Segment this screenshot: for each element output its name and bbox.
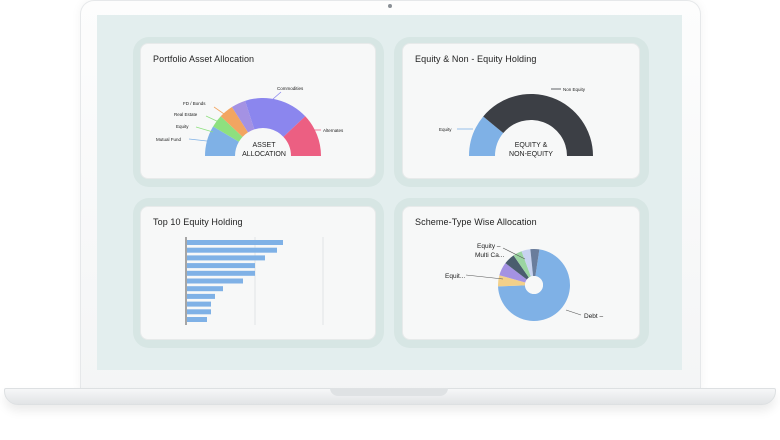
equity-bar-1[interactable] (187, 247, 277, 253)
asset-center-label-2: ALLOCATION (242, 151, 286, 158)
asset-slice-5[interactable] (283, 116, 321, 156)
top-equity-card[interactable]: Top 10 Equity Holding (140, 206, 376, 340)
scheme-slice-3[interactable] (505, 255, 529, 280)
equity-bar-4[interactable] (187, 270, 255, 276)
equity-bar-2[interactable] (187, 255, 265, 261)
equity-non-equity-card[interactable]: Equity & Non - Equity Holding EQUITY & N… (402, 43, 640, 179)
scheme-slice-1[interactable] (498, 275, 526, 287)
scheme-type-chart: Equity – Multi Ca... Equit... Debt – (445, 243, 604, 321)
equity-bar-9[interactable] (187, 309, 211, 315)
label-non-equity: Non Equity (563, 87, 586, 92)
legend-mutual-fund: Mutual Fund (156, 137, 182, 142)
equity-slice-0[interactable] (469, 116, 504, 156)
laptop-notch (330, 388, 448, 396)
scheme-slice-4[interactable] (513, 251, 531, 278)
label-equity-multi-1: Equity – (477, 243, 501, 250)
asset-allocation-card[interactable]: Portfolio Asset Allocation ASSET ALLOCAT… (140, 43, 376, 179)
scheme-slice-0[interactable] (498, 249, 570, 321)
scheme-slice-6[interactable] (530, 249, 540, 277)
asset-center-label-1: ASSET (253, 142, 277, 149)
scheme-slice-2[interactable] (499, 263, 527, 283)
equity-bar-7[interactable] (187, 293, 215, 299)
scheme-slice-5[interactable] (521, 249, 534, 277)
equity-slice-1[interactable] (483, 94, 593, 156)
asset-allocation-chart: ASSET ALLOCATION FD / Bonds Real Estate … (156, 86, 344, 158)
top-equity-title: Top 10 Equity Holding (153, 217, 243, 227)
top-equity-chart (185, 237, 324, 325)
equity-bar-0[interactable] (187, 240, 283, 245)
equity-bar-8[interactable] (187, 301, 211, 307)
equity-bar-10[interactable] (187, 317, 207, 322)
asset-slice-2[interactable] (220, 107, 248, 137)
legend-equity: Equity (176, 124, 189, 129)
label-equit: Equit... (445, 273, 465, 280)
legend-alternates: Alternates (323, 128, 344, 133)
equity-non-equity-title: Equity & Non - Equity Holding (415, 54, 537, 64)
label-debt: Debt – (584, 313, 604, 320)
label-equity: Equity (439, 127, 452, 132)
equity-bar-5[interactable] (187, 278, 243, 284)
legend-real-estate: Real Estate (174, 112, 198, 117)
asset-slice-4[interactable] (245, 98, 306, 137)
equity-bar-3[interactable] (187, 263, 255, 269)
scheme-type-card[interactable]: Scheme-Type Wise Allocation Equity – Mul… (402, 206, 640, 340)
asset-slice-0[interactable] (205, 126, 239, 156)
legend-fd-bonds: FD / Bonds (183, 101, 206, 106)
scheme-donut-hole (525, 276, 543, 294)
equity-center-label-2: NON-EQUITY (509, 151, 553, 158)
equity-center-label-1: EQUITY & (515, 142, 548, 149)
asset-slice-3[interactable] (231, 100, 255, 133)
scheme-type-title: Scheme-Type Wise Allocation (415, 217, 537, 227)
webcam (388, 4, 392, 8)
label-equity-multi-2: Multi Ca... (475, 252, 504, 259)
asset-allocation-title: Portfolio Asset Allocation (153, 54, 255, 64)
equity-non-equity-chart: EQUITY & NON-EQUITY Equity Non Equity (439, 87, 593, 158)
equity-bar-6[interactable] (187, 286, 223, 292)
legend-commodities: Commodities (277, 86, 304, 91)
